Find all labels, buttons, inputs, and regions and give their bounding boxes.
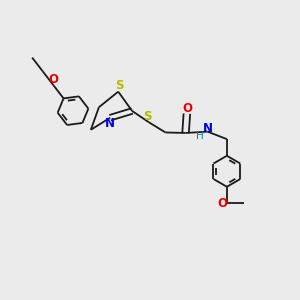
Text: N: N (202, 122, 213, 135)
Text: O: O (48, 73, 59, 86)
Text: S: S (115, 79, 123, 92)
Text: H: H (196, 131, 204, 141)
Text: N: N (105, 117, 115, 130)
Text: O: O (182, 102, 192, 115)
Text: O: O (217, 197, 227, 210)
Text: S: S (143, 110, 152, 123)
